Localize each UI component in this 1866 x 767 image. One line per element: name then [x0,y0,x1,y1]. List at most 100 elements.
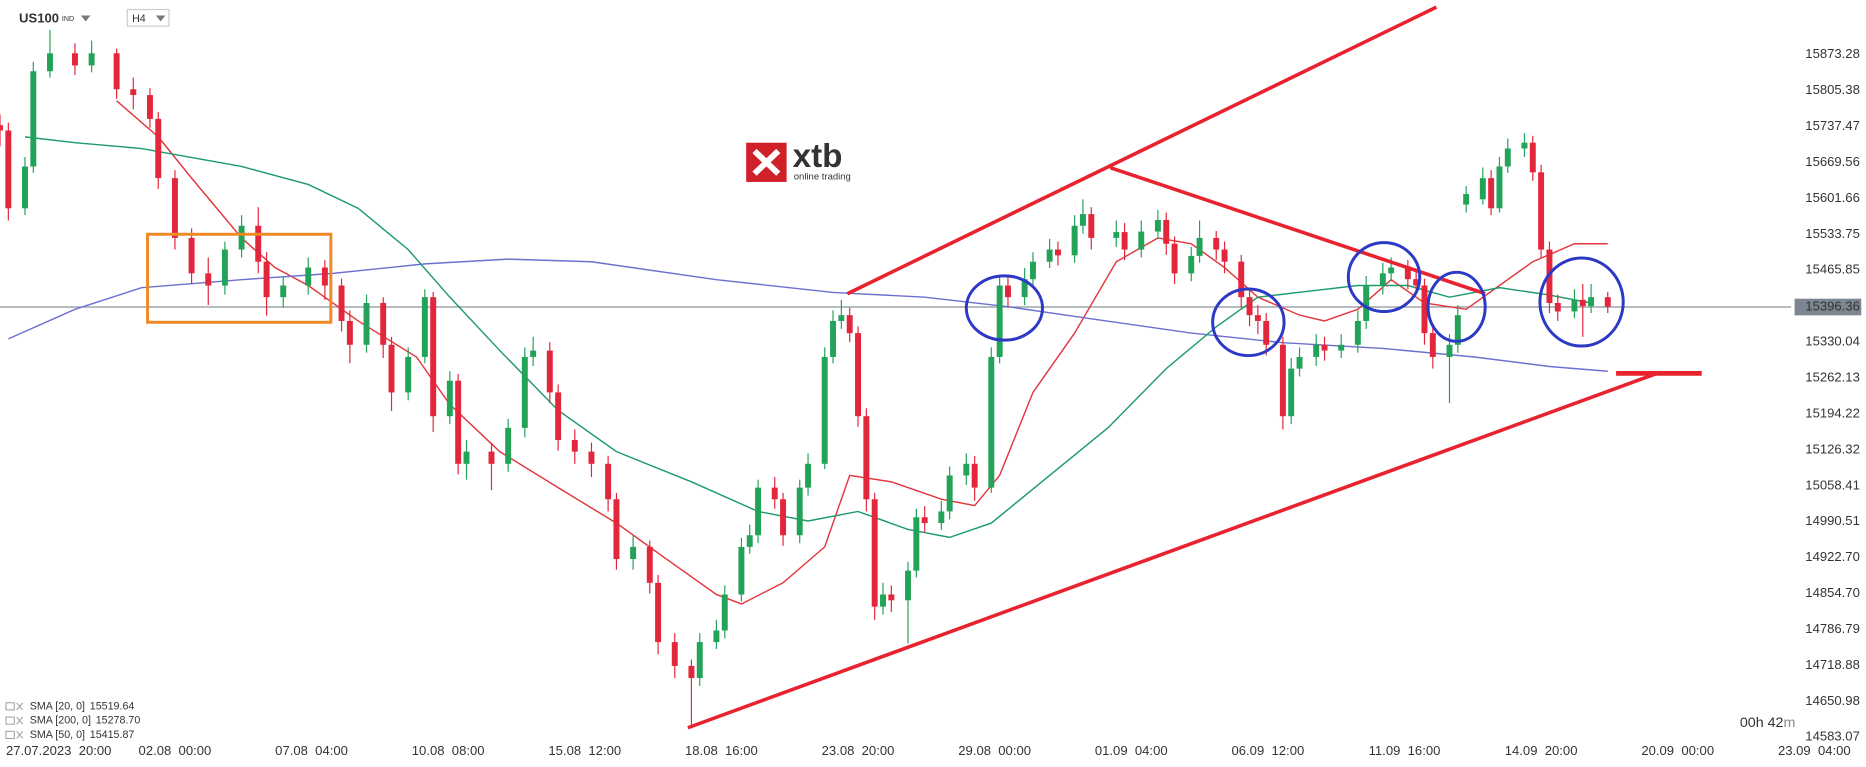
y-tick-label: 14786.79 [1805,621,1860,636]
candle-body [1538,172,1545,250]
candle-body [47,53,53,72]
candle-body [655,582,662,643]
candle-body [113,53,120,90]
candle-body [971,463,978,488]
candle-body [613,499,620,560]
legend-name: SMA [20, 0] [30,700,85,712]
symbol-dropdown[interactable] [80,15,91,22]
legend-value: 15278.70 [96,714,141,726]
x-tick-label: 23.08 20:00 [822,743,895,758]
timeframe-box[interactable] [126,8,170,27]
candle-body [1429,333,1436,357]
candle-body [155,118,162,179]
candle-body [1188,255,1195,274]
candle-body [338,285,345,321]
candle-body [938,511,945,524]
candle-body [255,225,262,262]
candle-body [1413,279,1420,286]
x-tick-label: 02.08 00:00 [139,743,212,758]
candle-body [721,594,728,631]
candle-body [863,416,870,500]
candle-body [380,302,387,345]
legend-value: 15519.64 [90,700,135,712]
legend-icon-x [16,716,23,725]
candle-body [1113,232,1120,238]
y-tick-label: 14922.70 [1805,549,1860,564]
candle-body [1004,285,1011,298]
plot [0,29,1792,729]
candle-body [988,356,995,488]
candle-body [1463,193,1470,205]
candle-body [555,392,562,441]
candle-body [821,356,828,464]
candle-body [713,630,720,643]
x-tick-label: 15.08 12:00 [548,743,621,758]
candle-body [1071,225,1078,256]
candle-body [455,380,462,464]
candle-body [1029,261,1036,280]
candle-body [1421,285,1428,334]
timeframe[interactable]: H4 [132,13,146,25]
candle-body [171,178,178,238]
candle-body [1379,273,1386,286]
candle-body [921,517,928,524]
candle-body [71,53,78,66]
candle-body [321,267,328,286]
candle-body [1021,279,1028,298]
timeframe-dropdown[interactable] [155,15,166,22]
candle-body [1488,178,1495,209]
legend-icon [5,730,15,739]
trend-line [846,5,1438,296]
candle-body [1088,214,1095,238]
legend-entry: SMA [200, 0] 15278.70 [30,714,141,726]
candle-body [1454,315,1461,345]
legend-value: 15415.87 [90,729,135,741]
y-tick-label: 15126.32 [1805,441,1860,456]
sma-line [116,100,1608,605]
candle-body [5,130,12,209]
candle-body [188,237,195,274]
timer-unit: m [1784,715,1796,731]
last-price-label: 15396.36 [1805,298,1860,313]
y-tick-label: 15058.41 [1805,477,1860,492]
legend-icon-x [16,731,23,739]
candle-body [1046,249,1053,262]
candle-body [1279,344,1286,417]
y-tick-label: 15330.04 [1805,334,1860,349]
candle-body [1354,320,1361,345]
candle-body [1313,344,1320,357]
highlight-circle [964,274,1044,342]
x-tick-label: 23.09 04:00 [1778,743,1851,758]
y-tick-label: 14583.07 [1805,729,1860,744]
x-tick-label: 10.08 08:00 [412,743,485,758]
candle-body [963,463,970,476]
candle-body [871,499,878,607]
x-tick-label: 06.09 12:00 [1231,743,1304,758]
y-tick-label: 14854.70 [1805,585,1860,600]
candle-body [646,546,653,583]
candle-body [1254,315,1261,321]
candle-body [1496,166,1503,209]
symbol[interactable]: US100 [19,10,59,25]
candle-body [521,356,528,428]
candle-body [780,499,787,536]
candle-body [1404,267,1411,280]
candle-body [1604,297,1611,307]
candle-body [130,89,137,96]
candle-body [1221,249,1228,262]
candle-body [1079,214,1086,226]
highlight-circle [1538,256,1625,348]
candle-body [1529,142,1536,173]
candle-body [305,267,312,286]
candle-body [280,285,287,298]
timer: 00h 42m [1740,715,1796,731]
x-tick-label: 20.09 00:00 [1641,743,1714,758]
x-tick-label: 11.09 16:00 [1369,743,1441,758]
trend-line [1109,165,1486,296]
range-box [146,232,333,324]
y-tick-label: 15669.56 [1805,154,1860,169]
candle-body [755,487,762,536]
candle-body [1138,231,1145,250]
